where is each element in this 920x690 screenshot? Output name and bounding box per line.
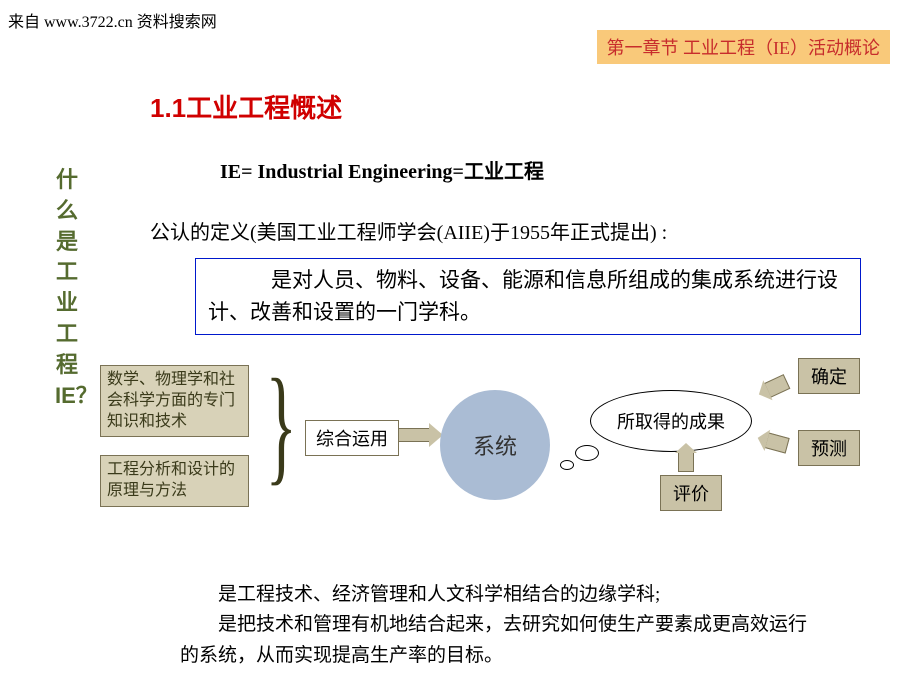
- ie-equation: IE= Industrial Engineering=工业工程: [220, 155, 544, 184]
- arrow-icon: [764, 374, 791, 398]
- combine-box: 综合运用: [305, 420, 399, 456]
- bubble-tail-icon: [575, 445, 599, 461]
- input-box-methods: 工程分析和设计的原理与方法: [100, 455, 249, 507]
- definition-box: 是对人员、物料、设备、能源和信息所组成的集成系统进行设计、改善和设置的一门学科。: [195, 258, 861, 335]
- result-predict: 预测: [798, 430, 860, 466]
- bottom-summary: 是工程技术、经济管理和人文科学相结合的边缘学科; 是把技术和管理有机地结合起来，…: [180, 580, 820, 671]
- brace-icon: }: [266, 360, 297, 490]
- speech-bubble: 所取得的成果: [590, 390, 752, 452]
- result-evaluate: 评价: [660, 475, 722, 511]
- arrow-icon: [678, 452, 694, 472]
- section-title: 1.1工业工程慨述: [150, 88, 342, 125]
- input-box-knowledge: 数学、物理学和社会科学方面的专门知识和技术: [100, 365, 249, 437]
- arrow-right-icon: [398, 428, 430, 442]
- result-determine: 确定: [798, 358, 860, 394]
- bubble-tail-icon: [560, 460, 574, 470]
- system-circle: 系统: [440, 390, 550, 500]
- source-text: 来自 www.3722.cn 资料搜索网: [8, 8, 217, 32]
- vertical-label: 什么是工业工程IE？: [55, 165, 79, 411]
- arrow-icon: [764, 432, 789, 453]
- recognized-definition-intro: 公认的定义(美国工业工程师学会(AIIE)于1955年正式提出) :: [150, 218, 830, 248]
- chapter-banner: 第一章节 工业工程（IE）活动概论: [597, 30, 891, 64]
